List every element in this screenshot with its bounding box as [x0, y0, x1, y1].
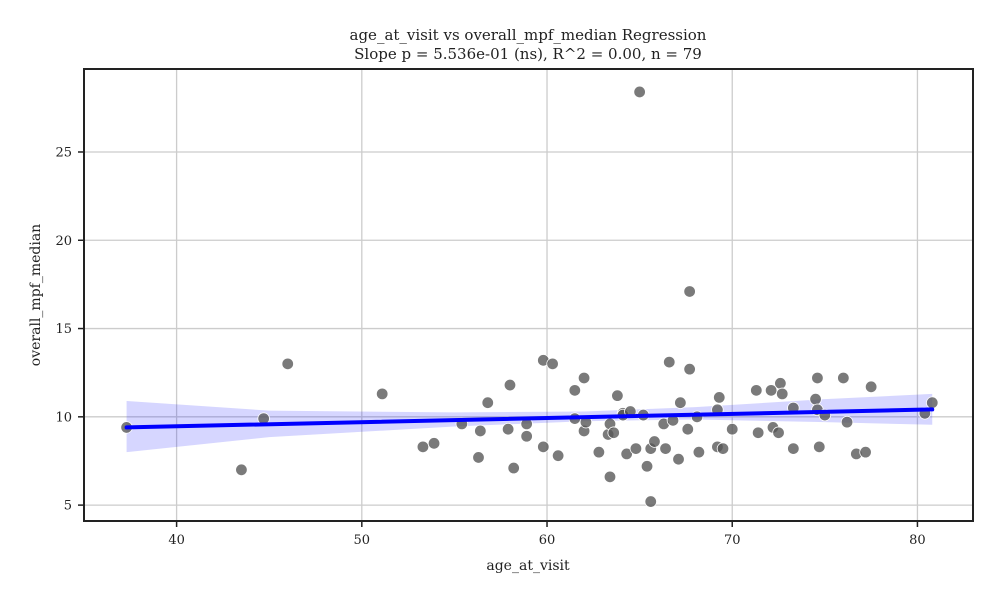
x-tick-label: 50	[354, 533, 371, 548]
scatter-points	[120, 85, 939, 508]
data-point	[926, 396, 939, 409]
data-point	[674, 396, 687, 409]
data-point	[813, 440, 826, 454]
data-point	[864, 380, 878, 394]
data-point	[568, 384, 582, 397]
data-point	[764, 384, 778, 397]
x-tick-label: 40	[168, 533, 185, 548]
data-point	[683, 285, 696, 298]
data-point	[281, 357, 294, 371]
data-point	[607, 426, 620, 439]
data-point	[716, 442, 730, 455]
y-tick-label: 25	[55, 145, 72, 160]
plot-frame	[83, 68, 974, 522]
data-point	[481, 396, 494, 409]
data-point	[648, 435, 661, 448]
data-point	[750, 384, 763, 397]
y-axis-label: overall_mpf_median	[28, 224, 44, 366]
data-point	[659, 442, 672, 455]
data-point	[472, 451, 485, 464]
data-point	[592, 445, 606, 459]
data-point	[235, 463, 248, 476]
data-point	[776, 387, 789, 401]
data-point	[629, 442, 643, 455]
x-axis-label: age_at_visit	[486, 558, 570, 574]
chart-title: age_at_visit vs overall_mpf_median Regre…	[350, 26, 707, 44]
chart-subtitle: Slope p = 5.536e-01 (ns), R^2 = 0.00, n …	[354, 45, 702, 63]
x-tick-label: 60	[539, 533, 556, 548]
data-point	[811, 371, 824, 385]
data-point	[859, 445, 872, 459]
axis-ticks: 40 50 60 70 80 5 10 15 20 25	[55, 145, 925, 548]
data-point	[427, 437, 441, 450]
data-point	[692, 445, 706, 459]
data-point	[603, 470, 617, 484]
data-point	[726, 422, 739, 436]
data-point	[772, 426, 785, 439]
data-point	[809, 392, 822, 406]
data-point	[683, 362, 696, 376]
regression-line-layer	[124, 407, 935, 430]
data-point	[537, 440, 550, 454]
y-tick-label: 15	[55, 322, 72, 337]
data-point	[840, 415, 854, 429]
x-tick-label: 80	[909, 533, 926, 548]
data-point	[620, 447, 633, 461]
regression-line	[124, 407, 935, 430]
data-point	[663, 355, 676, 369]
data-point	[501, 422, 515, 436]
data-point	[375, 387, 389, 401]
data-point	[551, 449, 565, 462]
data-point	[672, 453, 685, 466]
data-point	[681, 422, 694, 436]
data-point	[611, 389, 624, 402]
grid	[84, 69, 973, 521]
data-point	[416, 440, 430, 454]
data-point	[507, 461, 520, 475]
data-point	[503, 378, 517, 392]
y-tick-label: 20	[55, 234, 72, 249]
data-point	[837, 371, 850, 385]
data-point	[546, 357, 559, 371]
y-tick-label: 5	[64, 499, 72, 514]
data-point	[640, 460, 654, 473]
data-point	[713, 391, 726, 404]
data-point	[474, 424, 487, 438]
data-point	[787, 442, 800, 455]
data-point	[577, 371, 591, 385]
y-tick-label: 10	[55, 410, 72, 425]
data-point	[644, 495, 657, 508]
data-point	[751, 426, 765, 439]
data-point	[633, 85, 646, 99]
data-point	[520, 430, 533, 443]
data-point	[774, 377, 787, 390]
x-tick-label: 70	[724, 533, 741, 548]
